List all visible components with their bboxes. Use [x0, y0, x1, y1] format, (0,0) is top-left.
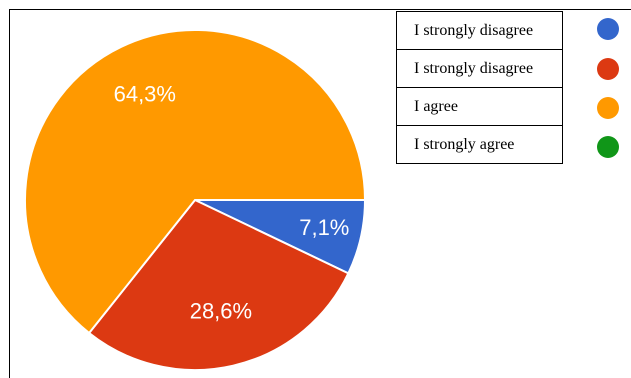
frame-top-border: [9, 9, 631, 10]
legend: I strongly disagree I strongly disagree …: [396, 11, 563, 164]
pie-slices: [24, 29, 367, 371]
legend-row: I strongly agree: [396, 125, 563, 164]
legend-label: I strongly disagree: [396, 49, 563, 88]
legend-label: I strongly agree: [396, 125, 563, 164]
legend-label: I strongly disagree: [396, 11, 563, 50]
slice-percentage-label: 28,6%: [190, 299, 252, 324]
legend-label: I agree: [396, 87, 563, 126]
slice-percentage-label: 7,1%: [299, 215, 349, 240]
legend-row: I agree: [396, 87, 563, 126]
frame-left-border: [9, 9, 10, 378]
legend-swatch-green: [597, 136, 619, 158]
pie-slice: [24, 29, 367, 335]
legend-swatch-red: [597, 58, 619, 80]
legend-row: I strongly disagree: [396, 49, 563, 88]
pie-slice: [87, 198, 350, 371]
legend-swatch-blue: [597, 18, 619, 40]
slice-labels: 7,1% 28,6% 64,3%: [114, 82, 350, 324]
legend-row: I strongly disagree: [396, 11, 563, 50]
legend-swatch-orange: [597, 97, 619, 119]
slice-percentage-label: 64,3%: [114, 82, 176, 107]
